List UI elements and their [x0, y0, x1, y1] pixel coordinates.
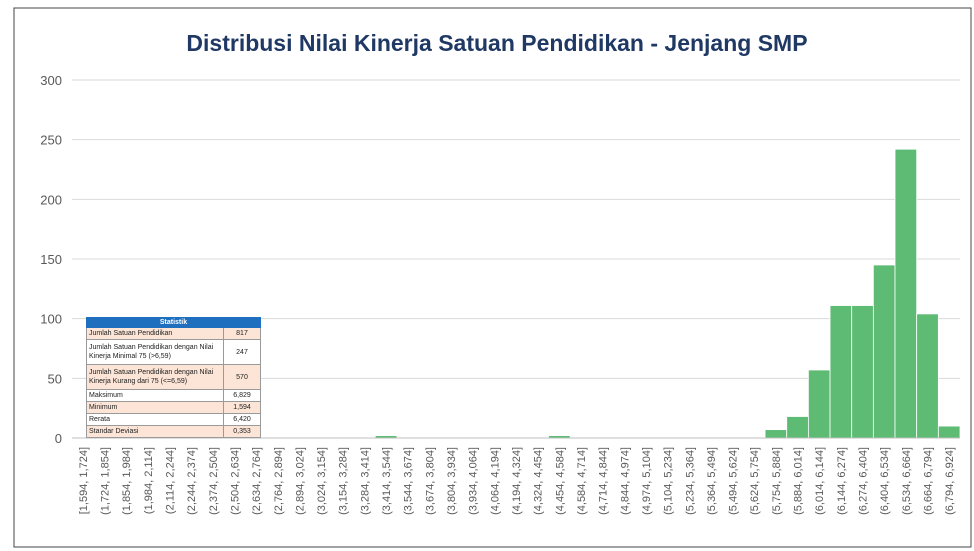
x-tick-label: (2,894, 3,024] [294, 447, 306, 515]
x-tick-label: (6,534, 6,664] [901, 447, 913, 515]
stats-label: Jumlah Satuan Pendidikan [86, 327, 224, 340]
x-tick-label: (6,664, 6,794] [923, 447, 935, 515]
x-tick-label: (5,494, 5,624] [728, 447, 740, 515]
y-tick-label: 300 [40, 73, 62, 88]
x-tick-label: [1,594, 1,724] [78, 447, 90, 514]
x-tick-label: (3,154, 3,284] [338, 447, 350, 515]
x-tick-label: (3,804, 3,934] [446, 447, 458, 515]
bar [937, 425, 961, 439]
stats-label: Minimum [86, 401, 224, 414]
x-tick-label: (3,934, 4,064] [468, 447, 480, 515]
x-tick-label: (4,064, 4,194] [489, 447, 501, 515]
stats-row: Jumlah Satuan Pendidikan dengan Nilai Ki… [86, 339, 261, 365]
x-tick-label: (2,504, 2,634] [229, 447, 241, 515]
x-tick-label: (3,544, 3,674] [403, 447, 415, 515]
x-tick-label: (4,324, 4,454] [533, 447, 545, 515]
stats-label: Rerata [86, 413, 224, 426]
y-tick-label: 0 [55, 431, 62, 446]
bar [872, 264, 896, 439]
x-tick-label: (4,974, 5,104] [641, 447, 653, 515]
x-tick-label: (5,234, 5,364] [684, 447, 696, 515]
x-tick-label: (5,104, 5,234] [663, 447, 675, 515]
stats-row: Standar Deviasi 0,353 [86, 425, 261, 438]
x-tick-label: (5,754, 5,884] [771, 447, 783, 515]
stats-value: 1,594 [223, 401, 261, 414]
x-tick-label: (5,884, 6,014] [793, 447, 805, 515]
bar [829, 305, 853, 439]
x-tick-label: (6,144, 6,274] [836, 447, 848, 515]
chart-title: Distribusi Nilai Kinerja Satuan Pendidik… [186, 30, 807, 56]
stats-row: Maksimum 6,829 [86, 389, 261, 402]
x-tick-label: (2,114, 2,244] [164, 447, 176, 514]
bar [894, 148, 918, 439]
x-tick-label: (4,194, 4,324] [511, 447, 523, 515]
x-tick-label: (2,764, 2,894] [273, 447, 285, 515]
x-tick-label: (3,284, 3,414] [359, 447, 371, 515]
x-tick-label: (4,454, 4,584] [554, 447, 566, 515]
x-tick-label: (2,374, 2,504] [208, 447, 220, 515]
x-tick-label: (3,414, 3,544] [381, 447, 393, 515]
x-tick-label: (3,024, 3,154] [316, 447, 328, 515]
bar [851, 305, 874, 439]
y-tick-label: 150 [40, 252, 62, 267]
x-tick-label: (6,404, 6,534] [879, 447, 891, 515]
bar [807, 369, 831, 439]
stats-label: Standar Deviasi [86, 425, 224, 438]
bar [764, 429, 788, 439]
stats-row: Minimum 1,594 [86, 401, 261, 414]
x-tick-label: (1,854, 1,984] [121, 447, 133, 515]
bar [916, 313, 939, 439]
y-tick-label: 50 [48, 371, 62, 386]
y-tick-label: 200 [40, 192, 62, 207]
stats-value: 247 [223, 339, 261, 365]
stats-value: 6,420 [223, 413, 261, 426]
x-tick-label: (5,624, 5,754] [749, 447, 761, 515]
stats-label: Maksimum [86, 389, 224, 402]
stats-row: Jumlah Satuan Pendidikan 817 [86, 327, 261, 340]
stats-value: 570 [223, 364, 261, 390]
stats-value: 817 [223, 327, 261, 340]
x-tick-label: (4,714, 4,844] [598, 447, 610, 515]
stats-row: Jumlah Satuan Pendidikan dengan Nilai Ki… [86, 364, 261, 390]
x-tick-label: (2,244, 2,374] [186, 447, 198, 515]
frame [13, 7, 972, 548]
x-tick-label: (1,984, 2,114] [143, 447, 155, 514]
y-tick-label: 250 [40, 133, 62, 148]
x-tick-label: (6,014, 6,144] [814, 447, 826, 515]
stats-label: Jumlah Satuan Pendidikan dengan Nilai Ki… [86, 339, 224, 365]
x-tick-label: (6,794, 6,924] [944, 447, 956, 515]
stats-label: Jumlah Satuan Pendidikan dengan Nilai Ki… [86, 364, 224, 390]
x-tick-label: (3,674, 3,804] [424, 447, 436, 515]
stats-value: 6,829 [223, 389, 261, 402]
stats-title: Statistik [86, 317, 261, 328]
stats-row: Rerata 6,420 [86, 413, 261, 426]
stats-value: 0,353 [223, 425, 261, 438]
x-tick-label: (6,274, 6,404] [858, 447, 870, 515]
y-tick-label: 100 [40, 312, 62, 327]
x-tick-label: (4,844, 4,974] [619, 447, 631, 515]
x-tick-label: (5,364, 5,494] [706, 447, 718, 515]
x-tick-label: (2,634, 2,764] [251, 447, 263, 515]
x-tick-label: (1,724, 1,854] [99, 447, 111, 515]
bar [786, 416, 809, 439]
x-tick-label: (4,584, 4,714] [576, 447, 588, 515]
stats-table: Statistik Jumlah Satuan Pendidikan 817 Jum… [86, 317, 261, 438]
